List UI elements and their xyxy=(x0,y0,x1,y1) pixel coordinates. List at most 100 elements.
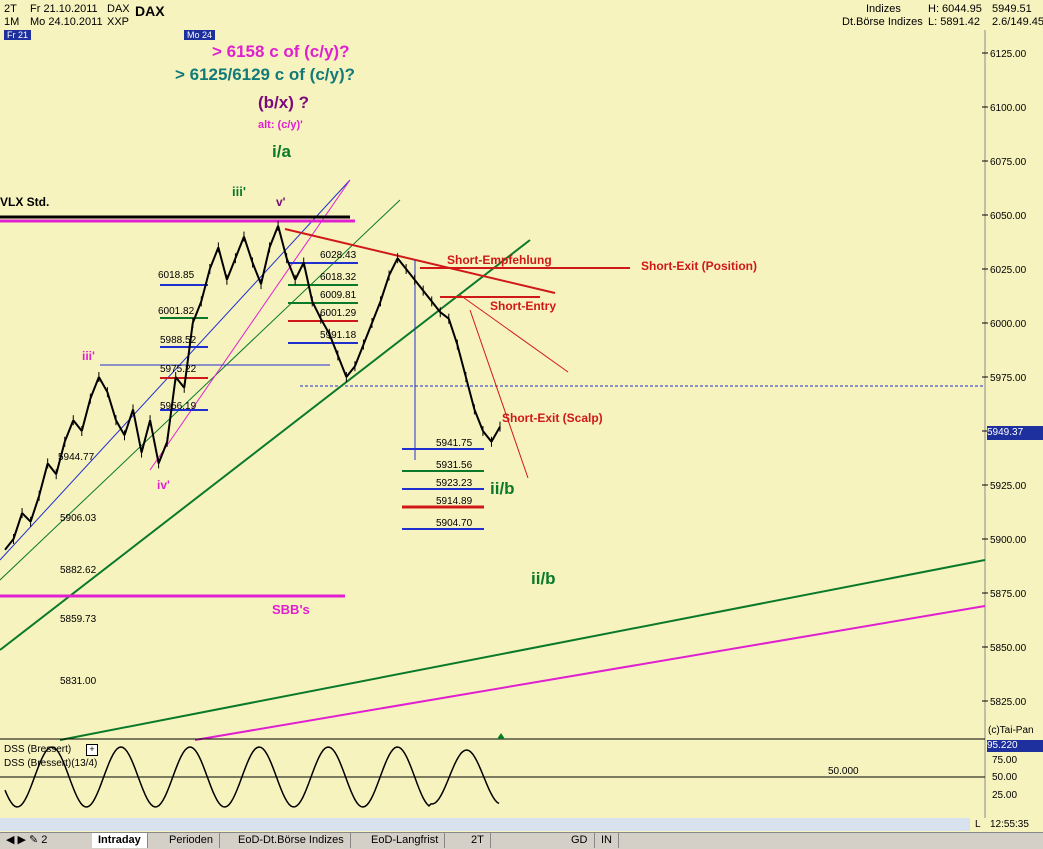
dss-tick-25: 25.00 xyxy=(992,790,1018,801)
price-segment xyxy=(285,257,297,281)
in-button[interactable]: IN xyxy=(595,833,619,848)
red-fan-line-1 xyxy=(459,294,569,373)
level-label-mid: 6018.32 xyxy=(320,272,357,283)
source-label: Dt.Börse Indizes xyxy=(842,16,923,28)
symbol-title: DAX xyxy=(135,3,165,19)
y-tick-label: 5850.00 xyxy=(990,643,1027,654)
long-green-trend xyxy=(59,559,986,741)
short-entry-label: Short-Entry xyxy=(490,299,556,313)
price-segment xyxy=(38,463,49,497)
tab-intraday[interactable]: Intraday xyxy=(92,833,148,848)
level-label-left: 6018.85 xyxy=(158,270,195,281)
price-segment xyxy=(106,391,117,421)
level-label-left: 5988.52 xyxy=(160,335,197,346)
price-segment xyxy=(149,420,160,464)
y-tick-label: 5925.00 xyxy=(990,481,1027,492)
price-segment xyxy=(311,300,322,320)
price-segment xyxy=(439,311,450,320)
tab-perioden[interactable]: Perioden xyxy=(163,833,221,848)
magenta-channel-line xyxy=(149,179,351,471)
price-segment xyxy=(183,322,194,388)
tab-eod-langfrist[interactable]: EoD-Langfrist xyxy=(365,833,446,848)
tab-eod-indizes[interactable]: EoD-Dt.Börse Indizes xyxy=(232,833,351,848)
level-label-mid: 6009.81 xyxy=(320,290,357,301)
level-label-left: 5944.77 xyxy=(58,452,95,463)
price-segment xyxy=(132,409,143,453)
blue-channel-line xyxy=(0,179,351,561)
target-annotation-2: > 6125/6129 c of (c/y)? xyxy=(175,65,355,84)
level-label-right: 5904.70 xyxy=(436,518,473,529)
date-label: Fr 21.10.2011 xyxy=(30,3,98,15)
price-segment xyxy=(29,495,41,523)
vlx-label: VLX Std. xyxy=(0,195,49,209)
price-segment xyxy=(490,426,501,443)
price-segment xyxy=(4,538,15,551)
dss-tick-75: 75.00 xyxy=(992,755,1018,766)
price-segment xyxy=(80,398,92,432)
price-segment xyxy=(12,512,24,540)
price-segment xyxy=(55,441,66,475)
level-label-right: 5931.56 xyxy=(436,460,473,471)
wave-v-label: v' xyxy=(276,195,286,209)
price-segment xyxy=(447,318,459,345)
price-segment xyxy=(430,300,442,313)
y-tick-label: 5875.00 xyxy=(990,589,1027,600)
price-segment xyxy=(422,289,433,303)
level-label-left: 5975.22 xyxy=(160,364,197,375)
price-segment xyxy=(72,419,83,432)
period-label-2: 1M xyxy=(4,16,20,28)
price-segment xyxy=(362,322,373,345)
dss-value-box: 95.220 xyxy=(987,740,1043,752)
price-segment xyxy=(473,409,484,432)
nav-icons[interactable]: ◀ ▶ ✎ 2 xyxy=(0,833,93,848)
period-label: 2T xyxy=(4,3,17,15)
level-label-left: 6001.82 xyxy=(158,306,195,317)
price-segment xyxy=(268,225,280,248)
y-tick-label: 6025.00 xyxy=(990,265,1027,276)
price-segment xyxy=(123,409,134,436)
date-label-2: Mo 24.10.2011 xyxy=(30,16,103,28)
price-segment xyxy=(251,262,262,285)
wave-iv-label: iv' xyxy=(157,478,170,492)
y-tick-label: 6050.00 xyxy=(990,211,1027,222)
chart-header: 2T Fr 21.10.2011 DAX DAX 1M Mo 24.10.201… xyxy=(0,0,1043,30)
dss-label-params: DSS (Bressert)(13/4) xyxy=(4,758,98,769)
low-label: L: 5891.42 xyxy=(928,16,980,28)
price-segment xyxy=(21,512,32,523)
price-segment xyxy=(208,247,220,270)
dss-label: DSS (Bressert) xyxy=(4,744,72,755)
level-label-mid: 6028.43 xyxy=(320,250,357,261)
price-segment xyxy=(260,247,271,285)
gd-button[interactable]: GD xyxy=(565,833,595,848)
level-label-mid: 6001.29 xyxy=(320,308,357,319)
last-price: 5949.51 xyxy=(992,3,1032,15)
copyright-label: (c)Tai-Pan xyxy=(988,725,1034,736)
y-tick-label: 6000.00 xyxy=(990,319,1027,330)
period-select[interactable]: 2T xyxy=(465,833,491,848)
dss-level-label: 50.000 xyxy=(828,766,859,777)
ia-annotation: i/a xyxy=(272,142,291,161)
y-tick-label: 5975.00 xyxy=(990,373,1027,384)
price-segment xyxy=(396,257,407,270)
short-exit-position-label: Short-Exit (Position) xyxy=(641,259,757,273)
wave-iii-magenta-label: iii' xyxy=(82,349,95,363)
high-label: H: 6044.95 xyxy=(928,3,982,15)
short-exit-scalp-label: Short-Exit (Scalp) xyxy=(502,411,603,425)
short-empfehlung-line xyxy=(284,228,556,294)
price-segment xyxy=(328,333,339,356)
dss-expand-icon[interactable]: + xyxy=(86,744,98,756)
red-fan-line-2 xyxy=(469,309,529,479)
price-segment xyxy=(319,318,331,335)
green-trend-line xyxy=(0,239,531,651)
category-label: Indizes xyxy=(866,3,901,15)
tab-bar: ◀ ▶ ✎ 2 Intraday Perioden EoD-Dt.Börse I… xyxy=(0,832,1043,849)
y-tick-label: 5825.00 xyxy=(990,697,1027,708)
dss-oscillator-line xyxy=(4,746,500,808)
price-segment xyxy=(234,236,245,259)
price-segment xyxy=(191,301,203,324)
price-segment xyxy=(174,376,186,389)
long-magenta-trend xyxy=(194,605,986,741)
short-empfehlung-label: Short-Empfehlung xyxy=(447,253,552,267)
y-tick-label: 6075.00 xyxy=(990,157,1027,168)
